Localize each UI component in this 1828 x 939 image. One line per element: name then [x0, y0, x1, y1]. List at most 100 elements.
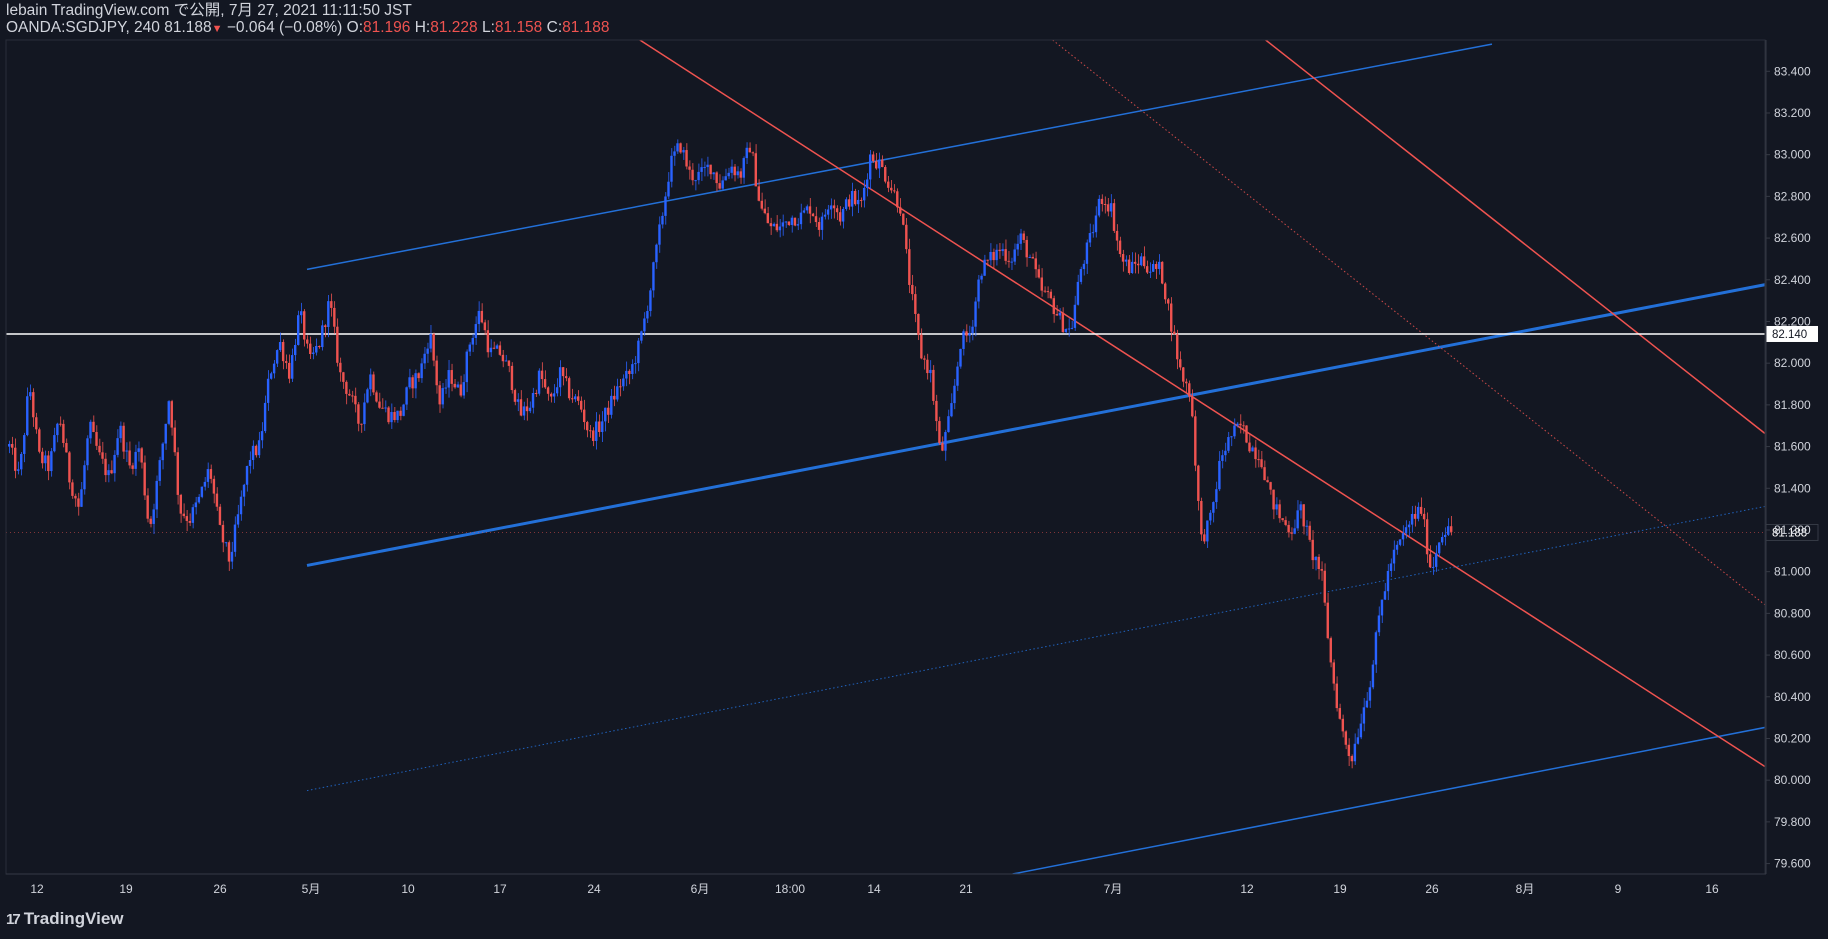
candle[interactable] — [905, 218, 908, 254]
candle[interactable] — [1058, 308, 1062, 320]
candle[interactable] — [589, 425, 592, 438]
candle[interactable] — [655, 243, 658, 269]
candle[interactable] — [1374, 630, 1378, 673]
candle[interactable] — [778, 218, 782, 238]
candle[interactable] — [462, 374, 465, 399]
candle[interactable] — [658, 216, 661, 253]
candle[interactable] — [1001, 243, 1004, 256]
candle[interactable] — [501, 349, 505, 368]
candle[interactable] — [682, 146, 685, 160]
candle[interactable] — [56, 422, 59, 443]
candle[interactable] — [468, 342, 472, 357]
candle[interactable] — [664, 192, 667, 225]
candle[interactable] — [23, 432, 26, 463]
candle[interactable] — [607, 400, 610, 423]
candle[interactable] — [423, 347, 426, 369]
candle[interactable] — [1130, 252, 1134, 274]
candle[interactable] — [932, 365, 935, 405]
candle[interactable] — [736, 166, 739, 179]
candle[interactable] — [847, 194, 851, 210]
candle[interactable] — [1398, 539, 1402, 547]
candle[interactable] — [1197, 464, 1200, 511]
candle[interactable] — [1305, 520, 1308, 536]
candle[interactable] — [1311, 530, 1314, 570]
candle[interactable] — [787, 221, 791, 227]
candle[interactable] — [1142, 246, 1146, 269]
candle[interactable] — [1151, 260, 1155, 273]
candle[interactable] — [763, 199, 767, 215]
price-axis[interactable]: 83.400 83.200 83.000 82.800 82.600 82.400 82.2… — [1766, 64, 1811, 871]
candle[interactable] — [1281, 518, 1284, 522]
candle[interactable] — [266, 370, 270, 411]
candle[interactable] — [272, 360, 276, 379]
candle[interactable] — [1167, 297, 1170, 311]
candle[interactable] — [182, 503, 186, 519]
candle[interactable] — [923, 355, 926, 370]
candle[interactable] — [1275, 497, 1278, 515]
candle[interactable] — [706, 156, 709, 177]
candle[interactable] — [480, 303, 484, 324]
candle[interactable] — [245, 465, 249, 492]
candle[interactable] — [1236, 422, 1239, 428]
candle[interactable] — [820, 212, 824, 240]
candle[interactable] — [808, 198, 812, 224]
candle[interactable] — [887, 176, 890, 193]
candle[interactable] — [354, 387, 357, 413]
candle[interactable] — [212, 475, 216, 504]
candle[interactable] — [1428, 545, 1432, 569]
candle[interactable] — [1097, 195, 1101, 218]
candle[interactable] — [417, 372, 420, 382]
candle[interactable] — [1365, 692, 1369, 709]
candle[interactable] — [32, 388, 35, 427]
candle[interactable] — [890, 179, 893, 194]
candle[interactable] — [1194, 410, 1197, 472]
candle[interactable] — [540, 362, 544, 388]
candle[interactable] — [236, 504, 240, 528]
candle[interactable] — [287, 354, 291, 384]
candle[interactable] — [1266, 476, 1269, 483]
candle[interactable] — [646, 305, 649, 324]
candle[interactable] — [995, 244, 998, 266]
candle[interactable] — [221, 520, 225, 553]
trend-line-blue-2[interactable] — [306, 43, 1493, 271]
candle[interactable] — [1362, 698, 1366, 732]
candle[interactable] — [1109, 194, 1113, 218]
candle[interactable] — [796, 218, 800, 231]
candle[interactable] — [826, 204, 830, 220]
candle[interactable] — [498, 341, 502, 356]
candle[interactable] — [1173, 325, 1176, 335]
candle[interactable] — [1136, 254, 1140, 274]
candle[interactable] — [293, 338, 297, 361]
candle[interactable] — [1437, 542, 1441, 557]
candle[interactable] — [1314, 556, 1317, 571]
candle[interactable] — [1164, 282, 1167, 304]
candle[interactable] — [1118, 236, 1122, 258]
candle[interactable] — [896, 188, 899, 213]
candle[interactable] — [920, 328, 923, 360]
candle[interactable] — [742, 156, 745, 184]
candle[interactable] — [1004, 239, 1007, 265]
candle[interactable] — [450, 363, 453, 392]
candle[interactable] — [405, 386, 408, 411]
candle[interactable] — [86, 435, 89, 471]
candle[interactable] — [47, 450, 50, 481]
candle[interactable] — [1055, 305, 1059, 316]
candle[interactable] — [161, 442, 164, 470]
candle[interactable] — [679, 142, 682, 154]
candle[interactable] — [366, 387, 369, 404]
candle[interactable] — [862, 180, 866, 208]
candle[interactable] — [613, 385, 616, 407]
candles[interactable] — [8, 139, 1453, 769]
candle[interactable] — [14, 438, 17, 479]
candle[interactable] — [977, 274, 980, 309]
candle[interactable] — [41, 447, 44, 469]
candle[interactable] — [811, 212, 815, 217]
candle[interactable] — [956, 361, 959, 391]
candle[interactable] — [549, 392, 553, 403]
candle[interactable] — [1085, 239, 1089, 274]
candle[interactable] — [68, 451, 71, 490]
candle[interactable] — [1049, 289, 1053, 300]
candle[interactable] — [167, 400, 170, 426]
candle[interactable] — [1079, 266, 1083, 285]
